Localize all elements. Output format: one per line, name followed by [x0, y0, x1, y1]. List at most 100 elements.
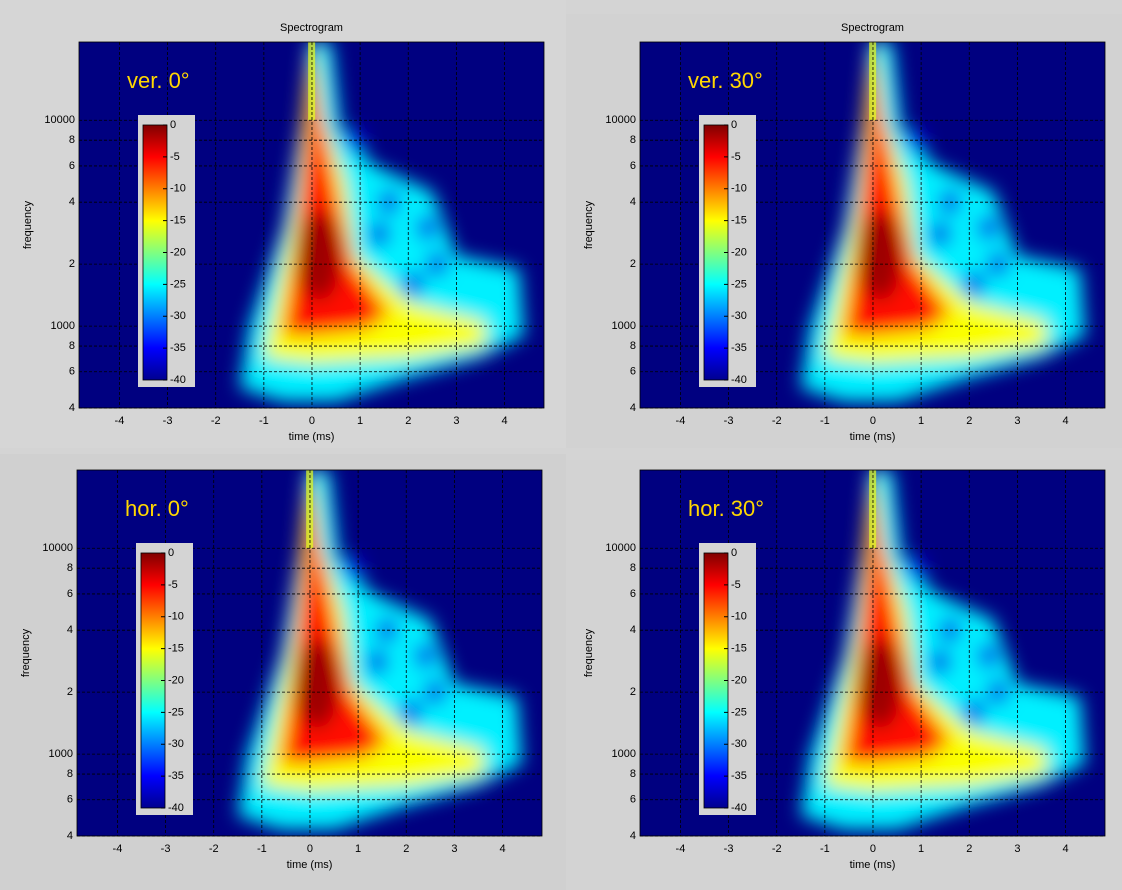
- colorbar-tick-label: -5: [170, 151, 180, 163]
- x-tick-label: 4: [1062, 415, 1068, 427]
- heat-hole: [417, 215, 438, 240]
- heat-hole: [978, 643, 999, 668]
- heat-hole: [930, 650, 951, 675]
- heat-hole: [425, 680, 446, 705]
- ridge: [308, 42, 316, 121]
- colorbar-tick-label: -20: [731, 674, 747, 686]
- x-axis-label: time (ms): [850, 859, 896, 871]
- y-tick-label: 6: [630, 794, 636, 806]
- colorbar-tick-label: -30: [731, 738, 747, 750]
- y-tick-label: 2: [67, 686, 73, 698]
- x-tick-label: 3: [1014, 415, 1020, 427]
- chart: -4 -3 -2 -1 0 1 2 3 44681000246810000Spectrogram…: [22, 22, 545, 443]
- y-tick-label: 10000: [42, 542, 73, 554]
- colorbar-tick-label: -10: [731, 183, 747, 195]
- y-axis-label: frequency: [20, 628, 32, 677]
- y-tick-label: 6: [630, 588, 636, 600]
- x-tick-label: -3: [724, 415, 734, 427]
- y-tick-label: 6: [67, 588, 73, 600]
- x-tick-label: -4: [676, 415, 686, 427]
- x-tick-label: -2: [209, 843, 219, 855]
- y-tick-label: 8: [67, 562, 73, 574]
- x-axis-label: time (ms): [289, 431, 335, 443]
- heatmap-blur: [800, 42, 1085, 402]
- colorbar-tick-label: -15: [731, 215, 747, 227]
- ridge: [869, 42, 877, 121]
- x-tick-label: -2: [211, 415, 221, 427]
- heat-hole: [964, 272, 985, 297]
- colorbar-tick-label: -10: [170, 183, 186, 195]
- colorbar-tick-label: -25: [731, 706, 747, 718]
- colorbar-tick-label: -5: [731, 579, 741, 591]
- colorbar-tick-label: -10: [168, 611, 184, 623]
- y-tick-label: 1000: [49, 748, 73, 760]
- x-tick-label: 3: [1014, 843, 1020, 855]
- colorbar-tick-label: 0: [731, 547, 737, 559]
- plot-frame: [639, 469, 1106, 837]
- heat-core: [295, 638, 340, 729]
- heatmap: [800, 42, 1085, 402]
- y-tick-label: 4: [69, 196, 75, 208]
- x-tick-label: 0: [870, 843, 876, 855]
- x-tick-label: 2: [966, 843, 972, 855]
- x-tick-label: -1: [820, 415, 830, 427]
- chart-title: Spectrogram: [280, 22, 343, 34]
- x-tick-label: -4: [113, 843, 123, 855]
- x-tick-label: 4: [501, 415, 507, 427]
- colorbar-tick-label: -15: [168, 643, 184, 655]
- colorbar-tick-label: -40: [731, 374, 747, 386]
- colorbar-tick-label: -20: [170, 246, 186, 258]
- y-tick-label: 8: [630, 134, 636, 146]
- heatmap-blur: [237, 470, 522, 830]
- colorbar-tick-label: -10: [731, 611, 747, 623]
- y-tick-label: 8: [630, 768, 636, 780]
- heat-hole: [369, 222, 390, 247]
- chart-title: Spectrogram: [841, 22, 904, 34]
- x-tick-label: 1: [355, 843, 361, 855]
- x-tick-label: 3: [453, 415, 459, 427]
- heat-hole: [978, 215, 999, 240]
- y-tick-label: 4: [69, 402, 75, 414]
- y-tick-label: 6: [630, 366, 636, 378]
- y-tick-label: 4: [630, 196, 636, 208]
- ridge: [306, 470, 314, 549]
- annotation: hor. 0°: [125, 496, 189, 521]
- heat-core: [858, 210, 903, 301]
- x-axis-label: time (ms): [850, 431, 896, 443]
- x-tick-label: 4: [1062, 843, 1068, 855]
- heat-hole: [988, 680, 1009, 705]
- x-tick-label: 2: [405, 415, 411, 427]
- annotation: ver. 0°: [127, 68, 190, 93]
- x-tick-label: -1: [257, 843, 267, 855]
- y-tick-label: 8: [67, 768, 73, 780]
- heat-hole: [930, 222, 951, 247]
- colorbar-tick-label: -40: [168, 802, 184, 814]
- y-tick-label: 4: [630, 402, 636, 414]
- x-tick-label: 0: [870, 415, 876, 427]
- x-tick-label: -3: [161, 843, 171, 855]
- y-tick-label: 8: [69, 134, 75, 146]
- heat-hole: [367, 650, 388, 675]
- x-tick-label: 1: [918, 415, 924, 427]
- heat-hole: [401, 700, 422, 725]
- y-tick-label: 2: [630, 258, 636, 270]
- colorbar-tick-label: -5: [168, 579, 178, 591]
- x-tick-label: -2: [772, 843, 782, 855]
- y-tick-label: 8: [69, 340, 75, 352]
- y-tick-label: 10000: [44, 114, 75, 126]
- colorbar-tick-label: -25: [170, 278, 186, 290]
- colorbar-tick-label: -35: [168, 770, 184, 782]
- y-tick-label: 1000: [51, 320, 75, 332]
- y-tick-label: 6: [69, 160, 75, 172]
- chart: -4 -3 -2 -1 0 1 2 3 44681000246810000Spectrogram…: [583, 22, 1106, 443]
- x-tick-label: -4: [676, 843, 686, 855]
- colorbar-tick-label: -5: [731, 151, 741, 163]
- y-tick-label: 4: [630, 830, 636, 842]
- x-tick-label: -3: [724, 843, 734, 855]
- heatmap-blur: [239, 42, 524, 402]
- y-tick-label: 8: [630, 340, 636, 352]
- x-tick-label: 2: [966, 415, 972, 427]
- colorbar-tick-label: -15: [731, 643, 747, 655]
- x-tick-label: 2: [403, 843, 409, 855]
